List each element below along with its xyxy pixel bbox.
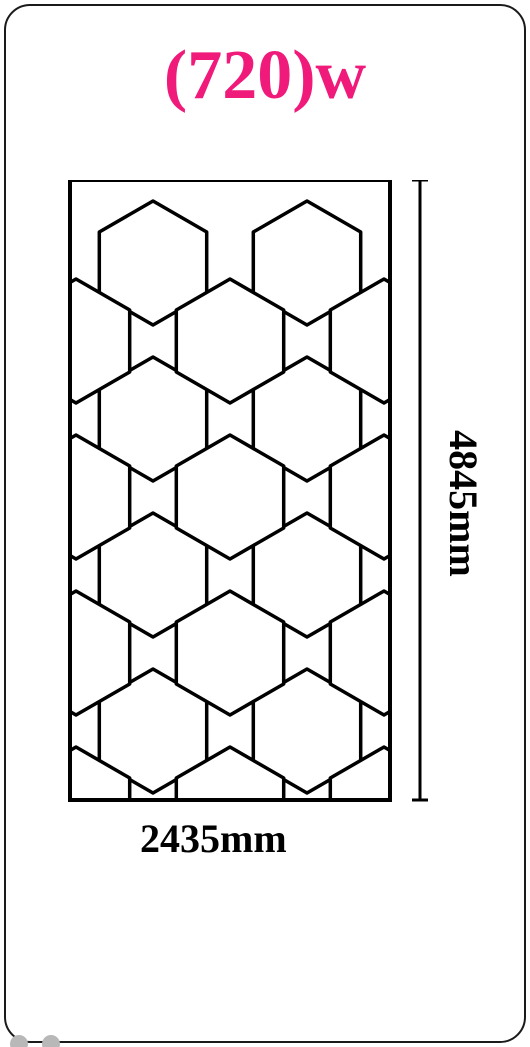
width-label: 2435mm (140, 815, 287, 862)
carousel-dot[interactable] (10, 1035, 28, 1047)
dimension-diagram: 2435mm 4845mm (0, 180, 530, 845)
product-title: (720)w (0, 36, 530, 116)
carousel-dot[interactable] (42, 1035, 60, 1047)
carousel-dots (10, 1035, 60, 1047)
height-label: 4845mm (440, 430, 487, 577)
